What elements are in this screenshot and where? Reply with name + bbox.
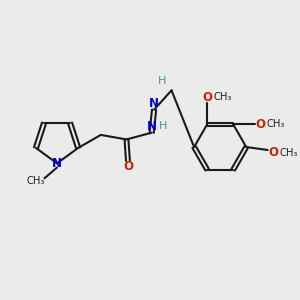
Text: CH₃: CH₃ — [27, 176, 45, 186]
Text: O: O — [268, 146, 279, 160]
Text: H: H — [159, 121, 167, 131]
Text: N: N — [149, 97, 159, 110]
Text: O: O — [202, 91, 212, 103]
Text: CH₃: CH₃ — [267, 119, 285, 129]
Text: O: O — [123, 160, 133, 173]
Text: O: O — [256, 118, 266, 131]
Text: CH₃: CH₃ — [280, 148, 298, 158]
Text: CH₃: CH₃ — [213, 92, 232, 102]
Text: H: H — [158, 76, 166, 86]
Text: N: N — [52, 157, 62, 170]
Text: N: N — [147, 120, 157, 133]
